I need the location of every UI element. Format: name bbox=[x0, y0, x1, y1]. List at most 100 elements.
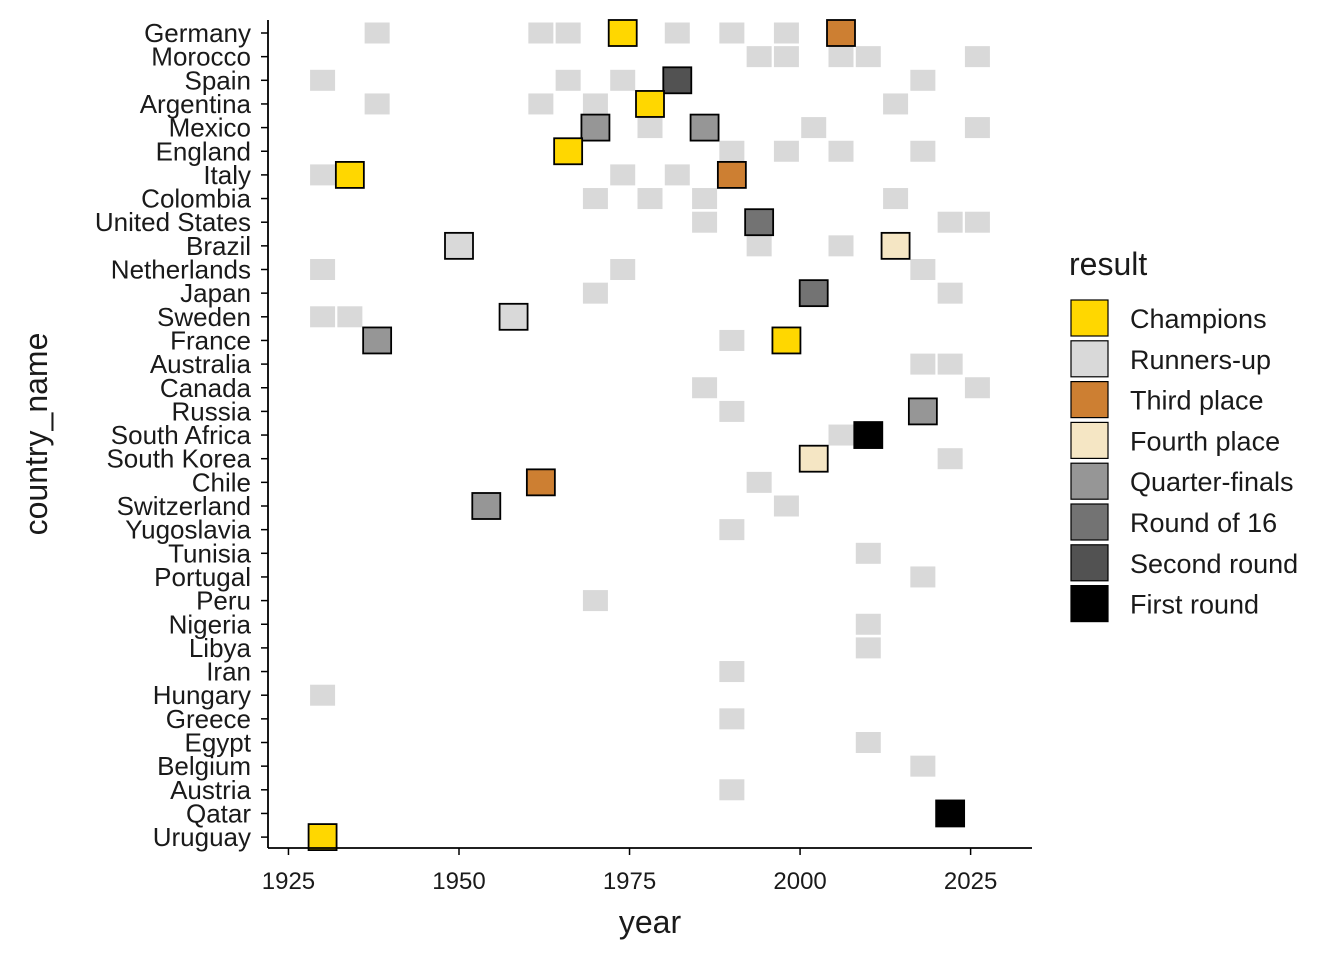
background-tile bbox=[910, 140, 936, 162]
background-tile bbox=[964, 117, 990, 139]
background-tile bbox=[364, 22, 390, 44]
legend-swatch bbox=[1070, 299, 1109, 337]
background-tile bbox=[964, 377, 990, 399]
background-tile bbox=[719, 519, 745, 541]
y-tick-label: Chile bbox=[192, 467, 251, 497]
y-tick-label: Russia bbox=[172, 396, 252, 426]
legend-label: Fourth place bbox=[1130, 426, 1280, 456]
background-tile bbox=[773, 495, 799, 517]
background-tile bbox=[310, 69, 336, 91]
background-tile bbox=[937, 211, 963, 233]
background-tile bbox=[364, 93, 390, 115]
legend-swatch bbox=[1070, 381, 1109, 419]
y-tick-label: Uruguay bbox=[153, 822, 251, 852]
y-tick-label: Hungary bbox=[153, 680, 251, 710]
background-tile bbox=[310, 259, 336, 280]
x-axis-title: year bbox=[619, 904, 682, 940]
x-tick-label: 2025 bbox=[944, 868, 997, 895]
background-tile bbox=[855, 637, 881, 659]
host-tile bbox=[553, 137, 584, 166]
background-tile bbox=[582, 282, 608, 304]
y-tick-label: Italy bbox=[203, 160, 251, 190]
host-tile bbox=[580, 113, 611, 142]
background-tile bbox=[692, 188, 718, 210]
host-tile bbox=[444, 231, 474, 260]
background-tile bbox=[746, 235, 772, 257]
background-tile bbox=[773, 46, 799, 68]
background-tile bbox=[855, 613, 881, 635]
host-tile bbox=[607, 19, 638, 47]
background-tile bbox=[610, 164, 636, 186]
x-tick-label: 1925 bbox=[262, 868, 315, 895]
background-tile bbox=[555, 69, 581, 91]
background-tile bbox=[692, 377, 718, 399]
background-tile bbox=[910, 259, 936, 280]
background-tile bbox=[828, 140, 854, 162]
y-tick-label: Qatar bbox=[186, 798, 251, 828]
y-tick-label: Spain bbox=[185, 65, 252, 95]
background-tile bbox=[746, 471, 772, 493]
background-tile bbox=[582, 590, 608, 612]
background-tile bbox=[828, 46, 854, 68]
host-tile bbox=[798, 444, 829, 473]
host-tile bbox=[935, 799, 966, 828]
legend-title: result bbox=[1069, 246, 1147, 282]
y-tick-label: Netherlands bbox=[111, 255, 251, 285]
background-tile bbox=[719, 661, 745, 683]
background-tile bbox=[555, 22, 581, 44]
host-tile bbox=[471, 492, 502, 520]
host-tile bbox=[662, 66, 693, 95]
y-tick-label: Colombia bbox=[141, 184, 251, 214]
background-tile bbox=[964, 46, 990, 68]
y-tick-label: Greece bbox=[166, 704, 251, 734]
background-tile bbox=[773, 22, 799, 44]
background-tile bbox=[719, 329, 745, 351]
y-tick-label: Mexico bbox=[169, 113, 251, 143]
host-tile bbox=[853, 421, 884, 449]
legend: result Champions Runners-up Third place Fou… bbox=[1069, 246, 1298, 623]
background-tile bbox=[883, 93, 909, 115]
y-tick-label: Canada bbox=[160, 373, 252, 403]
host-tile bbox=[826, 19, 856, 47]
background-tiles bbox=[310, 22, 990, 801]
y-tick-label: England bbox=[156, 136, 251, 166]
y-tick-label: Yugoslavia bbox=[125, 515, 251, 545]
background-tile bbox=[610, 69, 636, 91]
y-tick-label: Egypt bbox=[185, 728, 252, 758]
legend-label: First round bbox=[1130, 590, 1259, 620]
background-tile bbox=[692, 211, 718, 233]
background-tile bbox=[310, 684, 336, 706]
y-tick-label: France bbox=[170, 325, 251, 355]
legend-swatch bbox=[1070, 584, 1109, 623]
background-tile bbox=[883, 188, 909, 210]
background-tile bbox=[610, 259, 636, 280]
host-result-tiles bbox=[307, 19, 966, 851]
host-tile bbox=[525, 468, 556, 497]
background-tile bbox=[719, 779, 745, 801]
y-tick-label: Germany bbox=[144, 18, 251, 48]
background-tile bbox=[910, 353, 936, 375]
host-tile bbox=[689, 113, 720, 142]
background-tile bbox=[582, 93, 608, 115]
host-tile bbox=[635, 90, 665, 118]
background-tile bbox=[664, 164, 690, 186]
legend-swatch bbox=[1070, 421, 1109, 459]
y-tick-label: Australia bbox=[150, 349, 252, 379]
y-tick-label: Nigeria bbox=[169, 609, 252, 639]
host-tile bbox=[307, 823, 338, 851]
y-tick-label: Austria bbox=[170, 775, 251, 805]
background-tile bbox=[310, 306, 336, 328]
x-tick-label: 2000 bbox=[773, 868, 826, 895]
background-tile bbox=[801, 117, 827, 139]
background-tile bbox=[828, 424, 854, 446]
background-tile bbox=[855, 46, 881, 68]
y-tick-label: Iran bbox=[206, 657, 251, 687]
background-tile bbox=[855, 542, 881, 564]
legend-swatch bbox=[1070, 340, 1109, 378]
background-tile bbox=[773, 140, 799, 162]
legend-swatch bbox=[1070, 544, 1109, 582]
background-tile bbox=[964, 211, 990, 233]
legend-label: Champions bbox=[1130, 304, 1267, 334]
legend-swatch bbox=[1070, 462, 1109, 500]
